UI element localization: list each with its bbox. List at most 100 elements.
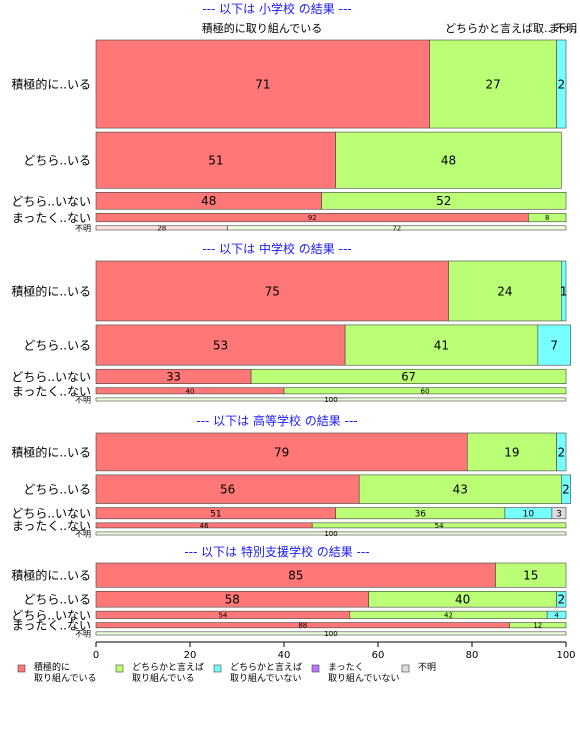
legend-label: 取り組んでいる: [34, 672, 97, 684]
bar-segment: [495, 562, 567, 588]
data-label: 10: [523, 509, 535, 519]
data-label: 53: [213, 338, 228, 352]
row-label: 不明: [75, 629, 91, 638]
row-label: まったく..ない: [12, 619, 91, 633]
bar-segment: [344, 324, 539, 366]
row-label: どちら..いない: [11, 608, 91, 622]
top-category-label: 不明: [555, 22, 577, 35]
data-label: 7: [550, 338, 558, 352]
bar-segment: [95, 324, 346, 366]
data-label: 85: [288, 568, 303, 582]
data-label: 41: [434, 338, 449, 352]
row-label: どちら..いる: [23, 593, 91, 607]
bar-segment: [546, 610, 567, 619]
x-tick-label: 20: [184, 650, 197, 661]
top-category-label: どちらかと言えば取..: [445, 22, 551, 35]
legend-swatch: [17, 664, 26, 673]
data-label: 2: [557, 77, 565, 91]
x-tick-label: 60: [372, 650, 385, 661]
data-label: 60: [421, 387, 430, 395]
group-title: --- 以下は 小学校 の結果 ---: [202, 1, 351, 16]
x-tick-label: 100: [556, 650, 575, 661]
data-label: 24: [497, 284, 512, 298]
data-label: 2: [557, 445, 565, 459]
top-category-label: 積極的に取り組んでいる: [202, 21, 322, 35]
data-label: 51: [210, 509, 221, 519]
bar-segment: [556, 432, 567, 472]
data-label: 71: [255, 77, 270, 91]
row-label: どちら..いない: [11, 507, 91, 521]
x-tick-label: 80: [466, 650, 479, 661]
row-label: まったく..ない: [12, 384, 91, 398]
bar-segment: [95, 531, 567, 536]
data-label: 58: [225, 593, 240, 607]
row-label: 積極的に..いる: [11, 444, 91, 459]
row-label: まったく..ない: [12, 211, 91, 225]
bar-segment: [95, 562, 496, 588]
bar-segment: [560, 474, 571, 504]
bar-segment: [358, 474, 562, 504]
data-label: 67: [401, 370, 416, 384]
row-label: どちら..いる: [23, 339, 91, 353]
data-label: 46: [200, 522, 209, 530]
data-label: 100: [324, 630, 337, 638]
data-label: 27: [486, 77, 501, 91]
data-label: 72: [392, 224, 401, 232]
data-label: 92: [308, 214, 317, 222]
row-label: 不明: [75, 395, 91, 404]
bar-segment: [95, 260, 449, 322]
row-label: 積極的に..いる: [11, 568, 91, 583]
data-label: 88: [298, 622, 307, 630]
bar-segment: [466, 432, 557, 472]
data-label: 19: [504, 445, 519, 459]
data-label: 1: [560, 284, 568, 298]
data-label: 40: [186, 387, 195, 395]
bar-segment: [556, 591, 567, 608]
data-label: 42: [444, 611, 453, 619]
data-label: 8: [545, 214, 549, 222]
data-label: 3: [556, 509, 562, 519]
data-label: 15: [523, 568, 538, 582]
legend-swatch: [401, 664, 410, 673]
row-label: どちら..いる: [23, 154, 91, 168]
legend-swatch: [115, 664, 124, 673]
data-label: 48: [201, 194, 216, 208]
bar-segment: [560, 260, 567, 322]
legend-label: どちらかと言えば: [230, 661, 302, 673]
data-label: 52: [436, 194, 451, 208]
data-label: 100: [324, 530, 337, 538]
bar-segment: [95, 474, 360, 504]
data-label: 75: [265, 284, 280, 298]
legend-label: 取り組んでいない: [328, 672, 400, 684]
bar-segment: [335, 131, 562, 189]
bar-segment: [250, 368, 567, 385]
data-label: 33: [166, 370, 181, 384]
bar-segment: [311, 522, 567, 529]
legend-label: 不明: [418, 662, 436, 673]
data-label: 54: [218, 611, 227, 619]
row-label: まったく..ない: [12, 519, 91, 533]
legend-label: まったく: [328, 662, 364, 673]
bar-segment: [95, 631, 567, 636]
data-label: 100: [324, 396, 337, 404]
bar-segment: [509, 622, 567, 629]
group-title: --- 以下は 中学校 の結果 ---: [202, 241, 351, 256]
bar-segment: [537, 324, 571, 366]
group-title: --- 以下は 特別支援学校 の結果 ---: [184, 544, 369, 559]
bar-segment: [556, 39, 567, 129]
legend-label: 取り組んでいない: [230, 672, 302, 684]
row-label: 不明: [75, 529, 91, 538]
bar-segment: [448, 260, 562, 322]
data-label: 12: [533, 622, 542, 630]
x-tick-label: 40: [278, 650, 291, 661]
data-label: 56: [220, 483, 235, 497]
data-label: 2: [562, 483, 570, 497]
x-tick-label: 0: [93, 650, 99, 661]
top-category-label: まっ..: [548, 22, 577, 35]
row-label: 積極的に..いる: [11, 283, 91, 298]
bar-segment: [528, 212, 567, 223]
bar-segment: [95, 397, 567, 402]
bar-segment: [227, 225, 567, 231]
data-label: 2: [557, 593, 565, 607]
